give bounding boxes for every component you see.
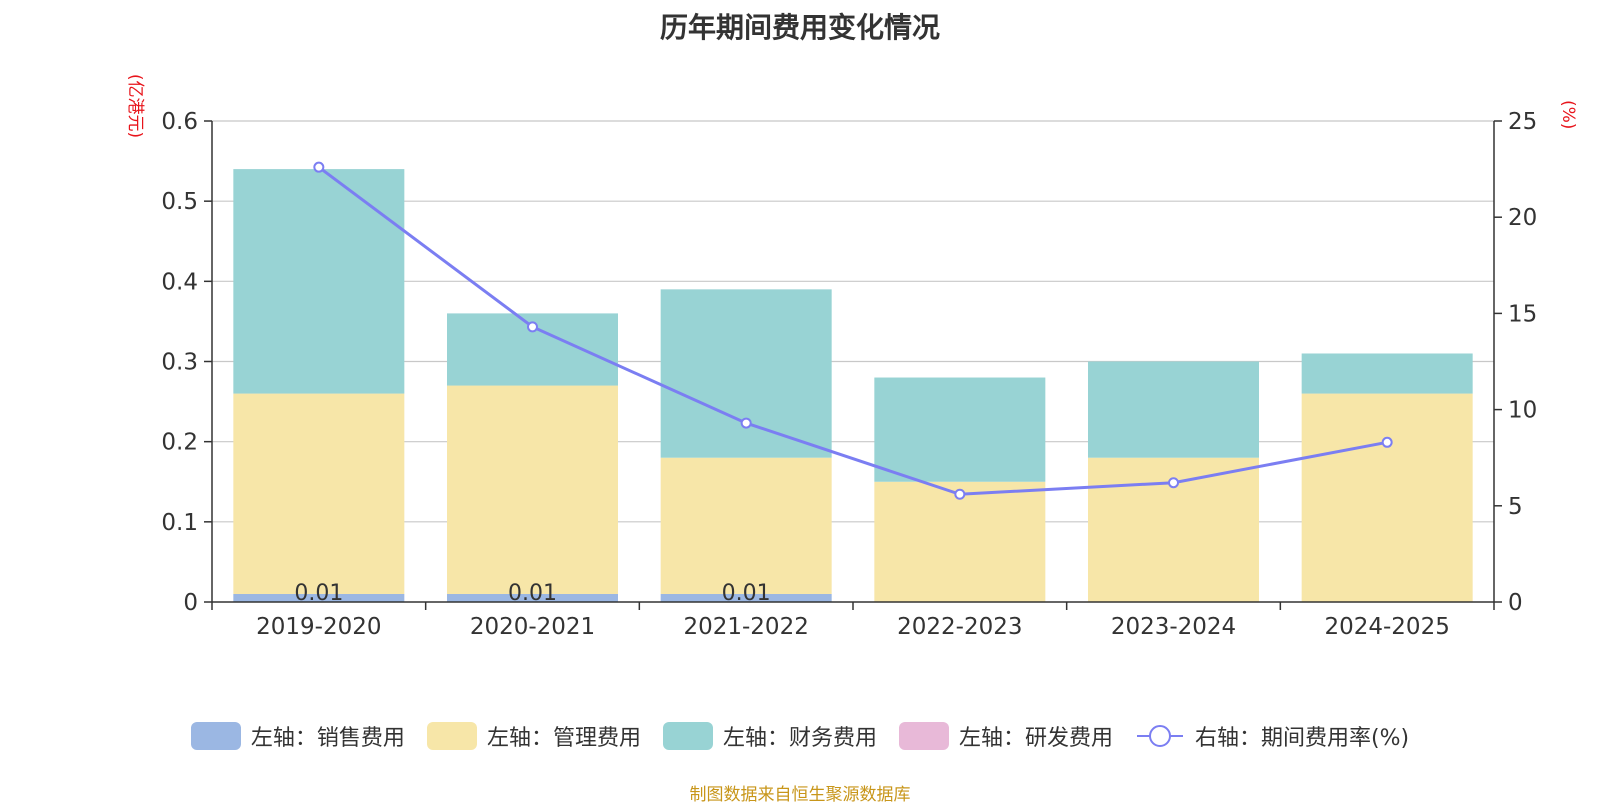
bar-segment (447, 385, 618, 594)
bar-segment (660, 457, 832, 594)
left-tick-label: 0.3 (161, 350, 198, 376)
x-tick-label: 2020-2021 (470, 614, 595, 640)
x-tick-label: 2019-2020 (256, 614, 381, 640)
legend-label-rnd: 左轴：研发费用 (958, 726, 1113, 751)
legend-item-sales[interactable]: 左轴：销售费用 (190, 720, 405, 752)
legend-label-sales: 左轴：销售费用 (250, 726, 405, 751)
x-tick-label: 2023-2024 (1111, 614, 1236, 640)
rate-line (317, 165, 1388, 496)
left-tick-label: 0.6 (161, 109, 198, 135)
legend-swatch-admin (426, 722, 477, 750)
left-tick-label: 0.5 (161, 189, 198, 215)
rate-point (740, 417, 752, 429)
rate-point (1168, 477, 1179, 489)
x-tick-label: 2022-2023 (897, 614, 1022, 640)
legend-item-rate[interactable]: 右轴：期间费用率(%) (1135, 720, 1409, 752)
legend-label-finance: 左轴：财务费用 (722, 726, 877, 751)
left-tick-label: 0.2 (161, 430, 198, 456)
legend-swatch-rnd (898, 722, 949, 750)
right-tick-label: 0 (1508, 590, 1523, 616)
right-tick-label: 5 (1508, 494, 1523, 520)
bar-segment (447, 593, 618, 602)
right-tick-label: 15 (1508, 301, 1537, 327)
bar-segment (233, 593, 405, 602)
bar-segment (233, 393, 405, 594)
left-tick-label: 0.4 (161, 269, 198, 295)
data-source-note: 制图数据来自恒生聚源数据库 (689, 785, 911, 805)
left-tick-label: 0.1 (161, 510, 198, 536)
x-tick-label: 2021-2022 (683, 614, 808, 640)
rate-point (527, 321, 538, 333)
right-tick-label: 25 (1508, 109, 1537, 135)
bar-segment (233, 169, 405, 394)
rate-point (313, 161, 325, 173)
bar-segment (1088, 361, 1259, 458)
legend-swatch-finance (662, 722, 713, 750)
rate-point (954, 488, 966, 500)
legend-line-marker-icon (1136, 725, 1183, 747)
chart-title: 历年期间费用变化情况 (659, 11, 940, 44)
chart-legend: 左轴：销售费用 左轴：管理费用 左轴：财务费用 左轴：研发费用 右轴：期间费用率… (0, 720, 1600, 752)
legend-item-finance[interactable]: 左轴：财务费用 (662, 720, 877, 752)
bar-segment (874, 481, 1046, 602)
right-tick-label: 10 (1508, 398, 1537, 424)
bar-segment (660, 593, 832, 602)
bar-segment (660, 289, 832, 458)
left-tick-label: 0 (183, 590, 198, 616)
x-tick-label: 2024-2025 (1324, 614, 1449, 640)
right-tick-label: 20 (1508, 205, 1537, 231)
legend-label-rate: 右轴：期间费用率(%) (1194, 726, 1410, 751)
legend-item-admin[interactable]: 左轴：管理费用 (426, 720, 641, 752)
legend-item-rnd[interactable]: 左轴：研发费用 (898, 720, 1113, 752)
bar-segment (1301, 393, 1473, 602)
legend-label-admin: 左轴：管理费用 (486, 726, 641, 751)
rate-point (1381, 436, 1393, 448)
bar-segment (874, 377, 1046, 482)
legend-swatch-sales (190, 722, 241, 750)
bar-segment (1301, 353, 1473, 394)
